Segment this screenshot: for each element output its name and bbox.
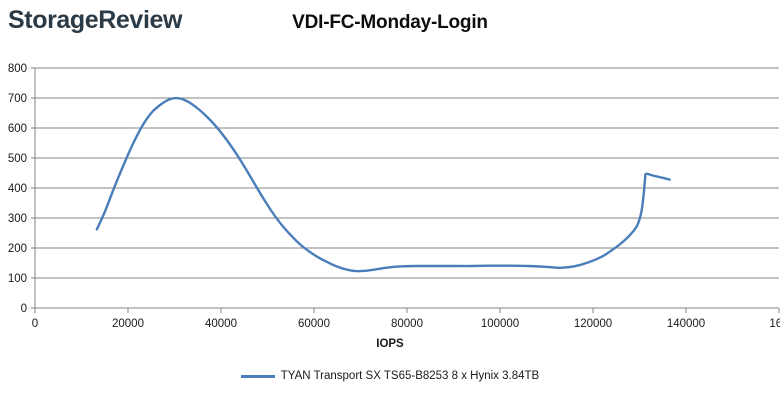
- y-tick-label: 100: [8, 273, 27, 285]
- storagereview-logo: StorageReview: [8, 6, 183, 34]
- y-tick-label: 800: [8, 63, 27, 75]
- y-tick-label: 0: [21, 303, 27, 315]
- x-tick-label: 80000: [391, 318, 423, 330]
- x-axis-title: IOPS: [376, 338, 404, 350]
- chart-legend: TYAN Transport SX TS65-B8253 8 x Hynix 3…: [0, 370, 780, 382]
- y-tick-label: 300: [8, 213, 27, 225]
- y-tick-label: 700: [8, 93, 27, 105]
- chart-title: VDI-FC-Monday-Login: [292, 12, 488, 33]
- x-tick-label: 40000: [205, 318, 237, 330]
- x-tick-label: 0: [32, 318, 38, 330]
- legend-color-swatch: [240, 374, 275, 378]
- gridlines: [31, 67, 779, 309]
- y-tick-label: 600: [8, 123, 27, 135]
- x-tick-label: 20000: [112, 318, 144, 330]
- y-axis-ticks: 0 100 200 300 400 500 600 700 800: [8, 63, 27, 315]
- x-tick-label: 120000: [574, 318, 612, 330]
- y-tick-label: 200: [8, 243, 27, 255]
- y-tick-label: 500: [8, 153, 27, 165]
- x-tick-label: 140000: [667, 318, 705, 330]
- y-tick-label: 400: [8, 183, 27, 195]
- x-tick-label: 100000: [481, 318, 519, 330]
- data-series-line: [95, 96, 671, 273]
- x-axis-ticks: 0 20000 40000 60000 80000 100000 120000 140000 1…: [32, 308, 780, 330]
- x-tick-label: 60000: [298, 318, 330, 330]
- legend-series-label: TYAN Transport SX TS65-B8253 8 x Hynix 3…: [280, 370, 540, 382]
- x-tick-label: 160: [769, 318, 780, 330]
- data-series-group: [95, 96, 671, 273]
